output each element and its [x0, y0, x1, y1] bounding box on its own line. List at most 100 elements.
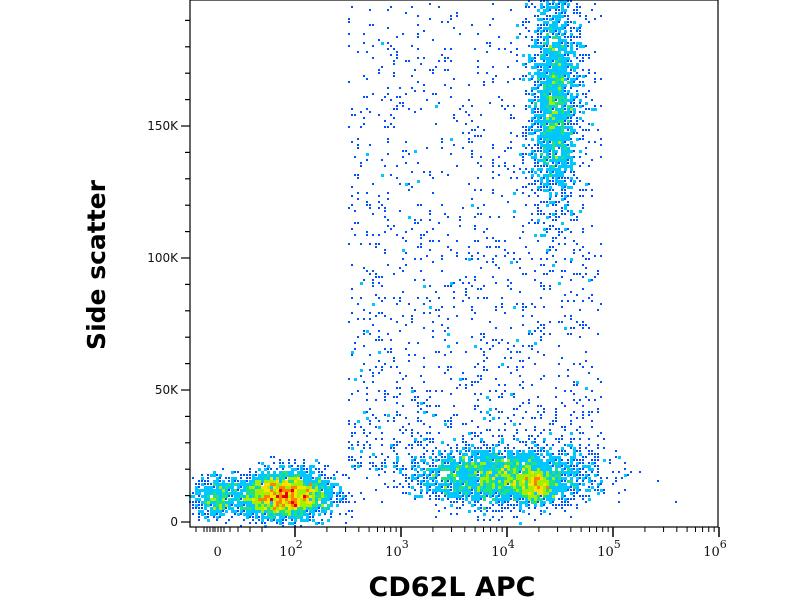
density-cell	[477, 501, 479, 503]
density-cell	[555, 51, 558, 54]
density-cell	[564, 189, 566, 191]
density-cell	[546, 6, 549, 9]
density-cell	[201, 510, 204, 513]
density-cell	[549, 495, 552, 498]
density-cell	[204, 480, 206, 482]
density-cell	[264, 513, 266, 515]
density-cell	[543, 150, 546, 153]
density-cell	[372, 24, 374, 26]
density-cell	[510, 372, 512, 374]
density-cell	[564, 486, 567, 489]
density-cell	[444, 48, 446, 50]
density-cell	[312, 465, 315, 468]
density-cell	[474, 510, 476, 512]
density-cell	[528, 132, 531, 135]
density-cell	[546, 93, 549, 96]
density-cell	[474, 489, 477, 492]
density-cell	[570, 414, 572, 416]
density-cell	[351, 6, 353, 8]
density-cell	[387, 225, 389, 227]
density-cell	[429, 486, 431, 488]
density-cell	[288, 498, 291, 501]
density-cell	[495, 483, 498, 486]
density-cell	[603, 489, 605, 491]
density-cell	[375, 243, 377, 245]
density-cell	[525, 105, 527, 107]
density-cell	[285, 492, 288, 495]
density-cell	[405, 468, 407, 470]
density-cell	[531, 384, 533, 386]
density-cell	[249, 513, 252, 516]
density-cell	[402, 474, 404, 476]
density-cell	[528, 465, 531, 468]
density-cell	[315, 489, 318, 492]
density-cell	[600, 105, 602, 107]
x-axis-title: CD62L APC	[369, 572, 536, 600]
density-cell	[534, 483, 537, 486]
density-cell	[555, 33, 558, 36]
density-cell	[465, 444, 467, 446]
density-cell	[555, 249, 557, 251]
density-cell	[540, 336, 542, 338]
density-cell	[456, 12, 458, 14]
density-cell	[552, 486, 555, 489]
density-cell	[255, 474, 257, 476]
density-cell	[396, 54, 398, 56]
density-cell	[558, 54, 561, 57]
density-cell	[516, 369, 518, 371]
density-cell	[348, 18, 350, 20]
density-cell	[237, 492, 240, 495]
density-cell	[573, 69, 576, 72]
density-cell	[486, 450, 489, 453]
density-cell	[555, 195, 557, 197]
density-cell	[465, 258, 467, 260]
x-tick-label: 103	[385, 538, 409, 560]
density-cell	[504, 249, 506, 251]
density-cell	[570, 474, 572, 476]
density-cell	[453, 489, 456, 492]
density-cell	[489, 24, 491, 26]
density-cell	[438, 450, 441, 453]
density-cell	[204, 507, 207, 510]
density-cell	[228, 477, 230, 479]
density-cell	[501, 504, 503, 506]
density-cell	[555, 477, 558, 480]
density-cell	[429, 249, 431, 251]
density-cell	[564, 60, 567, 63]
density-cell	[531, 480, 534, 483]
density-cell	[231, 486, 234, 489]
density-cell	[465, 378, 467, 380]
density-cell	[468, 483, 471, 486]
density-cell	[558, 504, 560, 506]
density-cell	[570, 150, 573, 153]
density-cell	[510, 510, 512, 512]
density-cell	[549, 120, 552, 123]
density-cell	[507, 366, 509, 368]
density-cell	[225, 498, 227, 500]
density-cell	[543, 411, 545, 413]
density-cell	[561, 144, 564, 147]
density-cell	[450, 453, 452, 455]
density-cell	[555, 54, 558, 57]
density-cell	[429, 390, 431, 392]
density-cell	[390, 318, 392, 320]
density-cell	[543, 90, 546, 93]
density-cell	[534, 102, 537, 105]
density-cell	[507, 201, 509, 203]
density-cell	[474, 456, 477, 459]
density-cell	[534, 480, 537, 483]
density-cell	[585, 495, 587, 497]
density-cell	[594, 3, 596, 5]
density-cell	[561, 357, 563, 359]
density-cell	[411, 486, 414, 489]
density-cell	[531, 219, 533, 221]
density-cell	[213, 498, 216, 501]
density-cell	[483, 351, 485, 353]
density-cell	[492, 516, 494, 518]
density-cell	[534, 114, 537, 117]
density-cell	[444, 483, 447, 486]
density-cell	[507, 147, 509, 149]
density-cell	[387, 42, 389, 44]
density-cell	[408, 216, 411, 219]
density-cell	[465, 441, 467, 443]
